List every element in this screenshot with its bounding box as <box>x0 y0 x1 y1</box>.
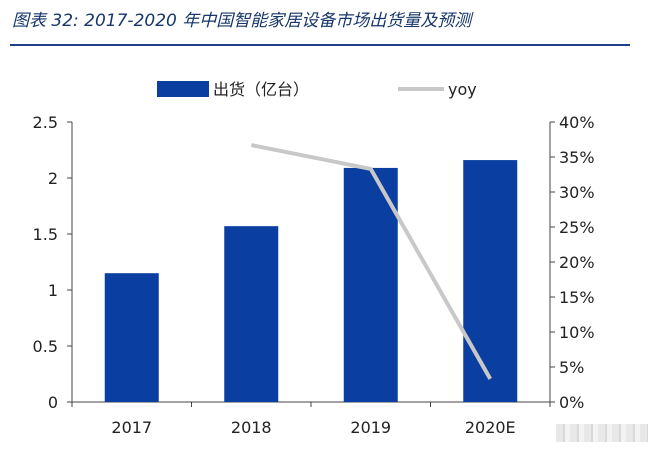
y-right-tick-label: 15% <box>559 288 595 307</box>
y-right-tick-label: 10% <box>559 323 595 342</box>
y-left-tick-label: 2 <box>48 169 58 188</box>
x-tick-label: 2019 <box>350 418 391 437</box>
yoy-line-series <box>250 143 492 380</box>
legend: 出货（亿台） yoy <box>157 80 477 99</box>
legend-label-bar: 出货（亿台） <box>213 80 309 99</box>
x-tick-label: 2017 <box>111 418 152 437</box>
y-right-tick-label: 25% <box>559 218 595 237</box>
bar-series <box>104 160 518 402</box>
y-right-tick-label: 35% <box>559 148 595 167</box>
y-right-tick-label: 5% <box>559 358 584 377</box>
chart-title: 图表 32: 2017-2020 年中国智能家居设备市场出货量及预测 <box>12 11 472 31</box>
y-right-tick-label: 40% <box>559 113 595 132</box>
y-left-tick-label: 1 <box>48 281 58 300</box>
bar <box>463 160 518 402</box>
tick-labels: 0 0.5 1 1.5 2 2.5 0% 5% 10% 15% 20% 25% 30% 35% 40% 201… <box>33 113 595 437</box>
x-tick-label: 2018 <box>231 418 272 437</box>
y-left-tick-label: 0 <box>48 393 58 412</box>
y-right-tick-label: 0% <box>559 393 584 412</box>
y-left-tick-label: 2.5 <box>33 113 58 132</box>
y-left-tick-label: 0.5 <box>33 337 58 356</box>
y-left-tick-label: 1.5 <box>33 225 58 244</box>
x-tick-label: 2020E <box>465 418 516 437</box>
bar <box>343 167 398 402</box>
legend-label-line: yoy <box>448 80 477 99</box>
y-right-tick-label: 20% <box>559 253 595 272</box>
bar <box>104 273 159 402</box>
title-divider <box>10 44 630 46</box>
legend-swatch-bar <box>157 81 209 97</box>
watermark-logo <box>556 424 648 442</box>
bar <box>224 226 279 402</box>
y-right-tick-label: 30% <box>559 183 595 202</box>
